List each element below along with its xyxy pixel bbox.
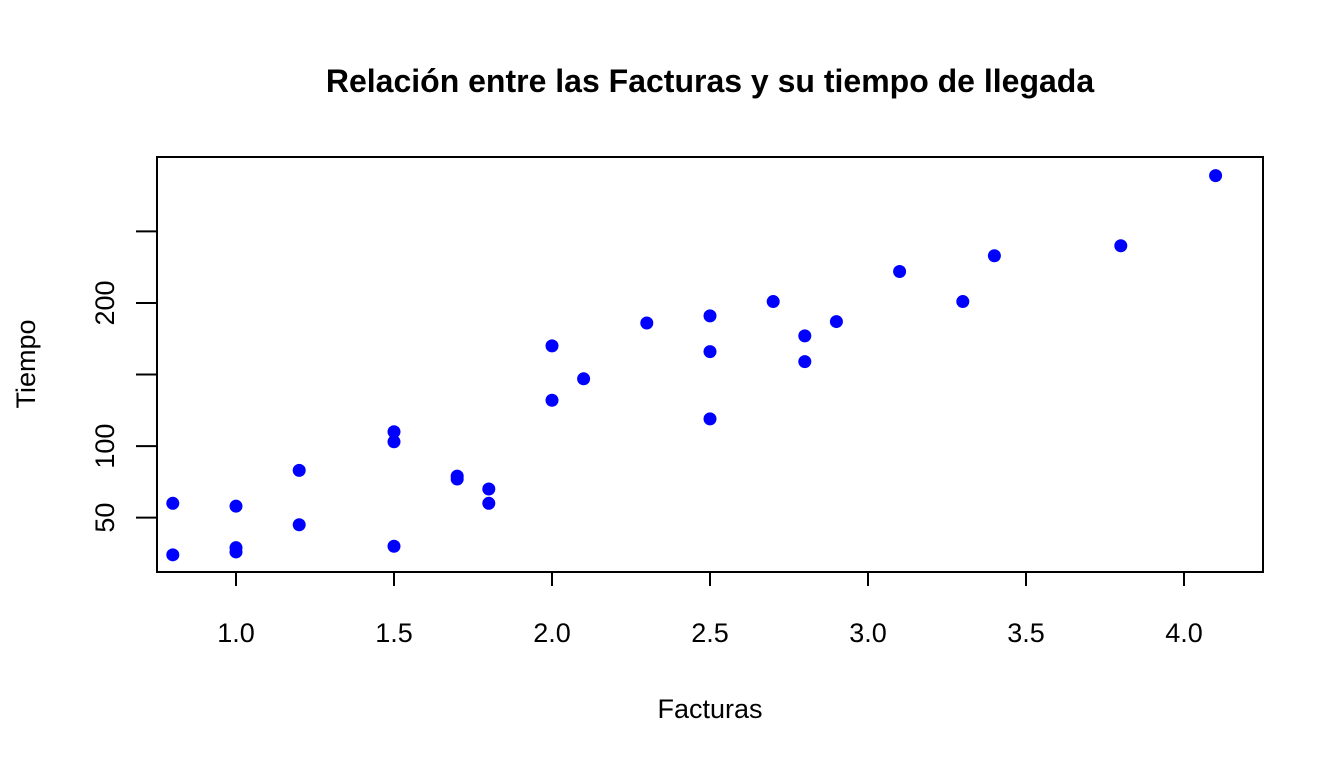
y-tick-label: 200: [90, 280, 120, 325]
data-point: [798, 329, 812, 343]
x-tick-label: 3.0: [849, 618, 887, 648]
data-point: [166, 496, 180, 510]
data-point: [1209, 169, 1223, 183]
y-axis: 50 100 200: [90, 230, 158, 533]
x-tick-label: 1.5: [375, 618, 413, 648]
data-point: [640, 316, 654, 330]
data-point: [292, 463, 306, 477]
data-point: [545, 339, 559, 353]
data-point: [166, 548, 180, 562]
x-tick-label: 4.0: [1165, 618, 1203, 648]
data-point: [482, 496, 496, 510]
x-axis-label: Facturas: [657, 694, 762, 724]
data-point: [229, 499, 243, 513]
data-point: [987, 249, 1001, 263]
data-point: [703, 345, 717, 359]
data-point: [766, 295, 780, 309]
data-point: [387, 435, 401, 449]
data-points: [166, 169, 1223, 562]
data-point: [545, 393, 559, 407]
data-point: [482, 482, 496, 496]
data-point: [450, 469, 464, 483]
y-axis-label: Tiempo: [11, 319, 41, 408]
data-point: [229, 541, 243, 555]
data-point: [292, 518, 306, 532]
data-point: [703, 309, 717, 323]
data-point: [893, 264, 907, 278]
x-tick-label: 2.5: [691, 618, 729, 648]
data-point: [577, 372, 591, 386]
data-point: [798, 355, 812, 369]
x-tick-label: 2.0: [533, 618, 571, 648]
chart-title: Relación entre las Facturas y su tiempo …: [326, 63, 1094, 99]
data-point: [829, 315, 843, 329]
data-point: [1114, 239, 1128, 253]
x-tick-label: 3.5: [1007, 618, 1045, 648]
data-point: [703, 412, 717, 426]
plot-frame: [156, 156, 1264, 573]
x-tick-label: 1.0: [217, 618, 255, 648]
data-point: [387, 425, 401, 439]
x-axis: 1.0 1.5 2.0 2.5 3.0 3.5 4.0: [217, 571, 1203, 648]
y-tick-label: 50: [90, 503, 120, 533]
data-point: [387, 539, 401, 553]
data-point: [956, 295, 970, 309]
y-tick-label: 100: [90, 424, 120, 469]
